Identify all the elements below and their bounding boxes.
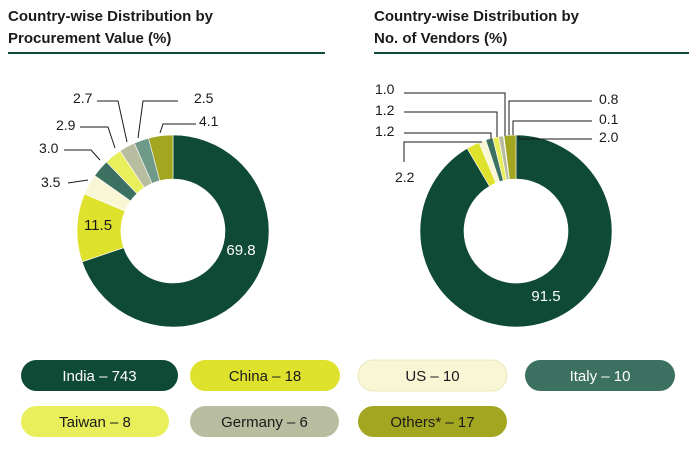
legend-label: China – 18 bbox=[229, 368, 302, 385]
chart-2-title-line-1: Country-wise Distribution by bbox=[374, 8, 580, 25]
chart-2-leader-line-others bbox=[518, 136, 592, 140]
chart-1-leader-line-us bbox=[67, 179, 89, 184]
chart-2-leader-line-taiwan bbox=[404, 92, 506, 136]
chart-1-data-label-other: 2.5 bbox=[194, 90, 214, 106]
chart-1-leader-line-others bbox=[159, 123, 196, 134]
chart-2-leader-line-china bbox=[403, 141, 482, 162]
legend-swatch-pill bbox=[21, 406, 169, 437]
legend-label: Taiwan – 8 bbox=[59, 414, 131, 431]
legend-swatch-pill bbox=[21, 360, 178, 391]
legend-label: Others* – 17 bbox=[390, 414, 474, 431]
legend-label: Italy – 10 bbox=[570, 368, 631, 385]
legend-label: India – 743 bbox=[62, 368, 136, 385]
chart-1-slice-others bbox=[148, 134, 174, 182]
chart-2-data-label-taiwan: 1.0 bbox=[375, 81, 395, 97]
legend-swatch-pill bbox=[190, 406, 339, 437]
legend-item-6: Others* – 17 bbox=[358, 406, 507, 437]
chart-2-data-label-italy: 1.2 bbox=[375, 123, 395, 139]
chart-1-leader-line-italy bbox=[64, 149, 101, 161]
chart-1-data-label-taiwan: 2.9 bbox=[56, 117, 76, 133]
chart-2-slice-india bbox=[419, 134, 613, 328]
chart-1-data-label-italy: 3.0 bbox=[39, 140, 59, 156]
legend-swatch-pill bbox=[357, 359, 508, 392]
legend-swatch-pill bbox=[525, 360, 675, 391]
chart-1-data-label-china: 11.5 bbox=[84, 217, 112, 234]
chart-1-leader-line-other bbox=[137, 100, 178, 139]
legend-label: US – 10 bbox=[405, 368, 459, 385]
chart-2-data-label-other: 0.1 bbox=[599, 111, 619, 127]
chart-1-slice-india bbox=[81, 134, 270, 328]
chart-1-data-label-others: 4.1 bbox=[199, 113, 219, 129]
legend-item-3: Italy – 10 bbox=[525, 360, 675, 391]
chart-1-data-label-us: 3.5 bbox=[41, 174, 61, 190]
chart-2-title-line-2: No. of Vendors (%) bbox=[374, 30, 507, 47]
chart-1-title-line-2: Procurement Value (%) bbox=[8, 30, 171, 47]
legend-item-0: India – 743 bbox=[21, 360, 178, 391]
chart-2-leader-line-italy bbox=[404, 132, 492, 139]
legend-item-1: China – 18 bbox=[190, 360, 340, 391]
chart-1-data-label-india: 69.8 bbox=[226, 242, 255, 259]
legend-item-2: US – 10 bbox=[357, 359, 508, 392]
legend: India – 743 China – 18 US – 10 Italy – 10 Ta… bbox=[21, 359, 675, 437]
legend-item-5: Germany – 6 bbox=[190, 406, 339, 437]
chart-2-leader-line-us bbox=[404, 111, 498, 137]
legend-label: Germany – 6 bbox=[221, 414, 308, 431]
chart-2-data-label-others: 2.0 bbox=[599, 129, 619, 145]
chart-2-data-label-china: 2.2 bbox=[395, 169, 415, 185]
legend-swatch-pill bbox=[358, 406, 507, 437]
chart-1-data-label-germany: 2.7 bbox=[73, 90, 93, 106]
chart-2-slice-others bbox=[503, 134, 517, 180]
chart-1-leader-line-taiwan bbox=[80, 126, 116, 149]
chart-2-data-label-germany: 0.8 bbox=[599, 91, 619, 107]
chart-1-title: Country-wise Distribution by Procurement… bbox=[8, 8, 214, 47]
chart-2-leader-line-other bbox=[512, 120, 592, 135]
chart-2-data-label-us: 1.2 bbox=[375, 102, 395, 118]
chart-2-title: Country-wise Distribution by No. of Vend… bbox=[374, 8, 580, 47]
donut-chart-vendor-count: 91.5 2.2 1.2 1.2 1.0 0.8 0.1 2.0 bbox=[375, 81, 619, 328]
legend-item-4: Taiwan – 8 bbox=[21, 406, 169, 437]
chart-1-leader-line-germany bbox=[97, 100, 128, 143]
donut-chart-procurement-value: 69.8 11.5 3.5 3.0 2.9 2.7 2.5 4.1 bbox=[39, 90, 270, 328]
chart-1-title-line-1: Country-wise Distribution by bbox=[8, 8, 214, 25]
chart-2-data-label-india: 91.5 bbox=[531, 288, 560, 305]
legend-swatch-pill bbox=[190, 360, 340, 391]
chart-2-leader-line-germany bbox=[508, 100, 592, 135]
